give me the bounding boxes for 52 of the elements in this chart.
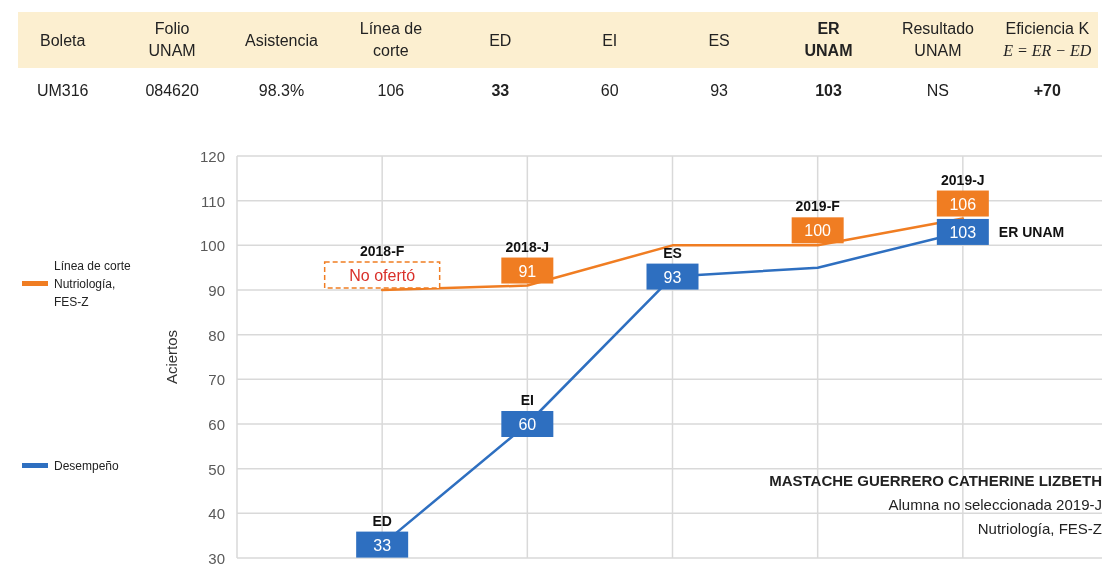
y-tick-label: 90 [208,282,225,299]
category-label: EI [602,32,618,49]
y-tick-label: 110 [201,192,225,210]
category-label: Boleta [40,32,86,49]
y-tick-label: 60 [208,416,225,433]
category-label: ER UNAM [804,20,853,59]
y-axis-title: Aciertos [163,329,180,385]
text: NS [926,82,950,99]
text: 103 [815,82,842,99]
y-tick-label: 30 [208,550,225,567]
text: 98.3% [258,82,305,99]
data-label: 106 [949,195,977,213]
y-tick-label: 80 [208,326,225,344]
data-label: 33 [373,536,392,554]
category-label: ES [708,32,730,49]
data-label: 103 [949,223,977,241]
y-tick-label: 100 [199,237,225,255]
text: UM316 [36,82,89,99]
annotation: ER UNAM [998,223,1065,240]
annotation: MASTACHE GUERRERO CATHERINE LIZBETH [769,472,1102,489]
category-label: Folio UNAM [148,20,196,59]
data-label: 100 [804,222,832,240]
text: 106 [377,82,405,99]
legend-label: Desempeño [54,459,120,473]
annotation: Alumna no seleccionada 2019-J [888,496,1102,513]
category-label: ED [489,32,512,49]
annotation: 2018-J [505,238,550,255]
data-label: 93 [663,268,682,286]
category-label: Línea de corte [359,20,423,59]
data-label: No ofertó [349,267,416,284]
text: 084620 [145,82,199,99]
annotation: ED [372,512,392,529]
text: 93 [710,82,729,99]
annotation: ES [663,244,682,261]
data-label: 60 [518,416,537,433]
legend-label: Línea de corte Nutriología, FES-Z [54,259,132,309]
category-label: Asistencia [245,32,319,49]
category-label: Resultado UNAM [901,20,975,59]
annotation: 2019-F [795,198,841,215]
annotation: Nutriología, FES-Z [977,520,1102,537]
category-label: Eficiencia K E = ER − ED [1002,20,1092,59]
text: +70 [1033,82,1061,99]
data-label: 91 [518,262,537,280]
annotation: EI [520,392,534,408]
text: 60 [600,82,619,99]
y-tick-label: 120 [199,148,225,165]
y-tick-label: 70 [208,371,225,389]
text: 33 [491,82,510,99]
annotation: 2019-J [941,171,985,188]
y-tick-label: 50 [208,460,225,478]
annotation: 2018-F [359,243,405,259]
y-tick-label: 40 [208,505,225,523]
